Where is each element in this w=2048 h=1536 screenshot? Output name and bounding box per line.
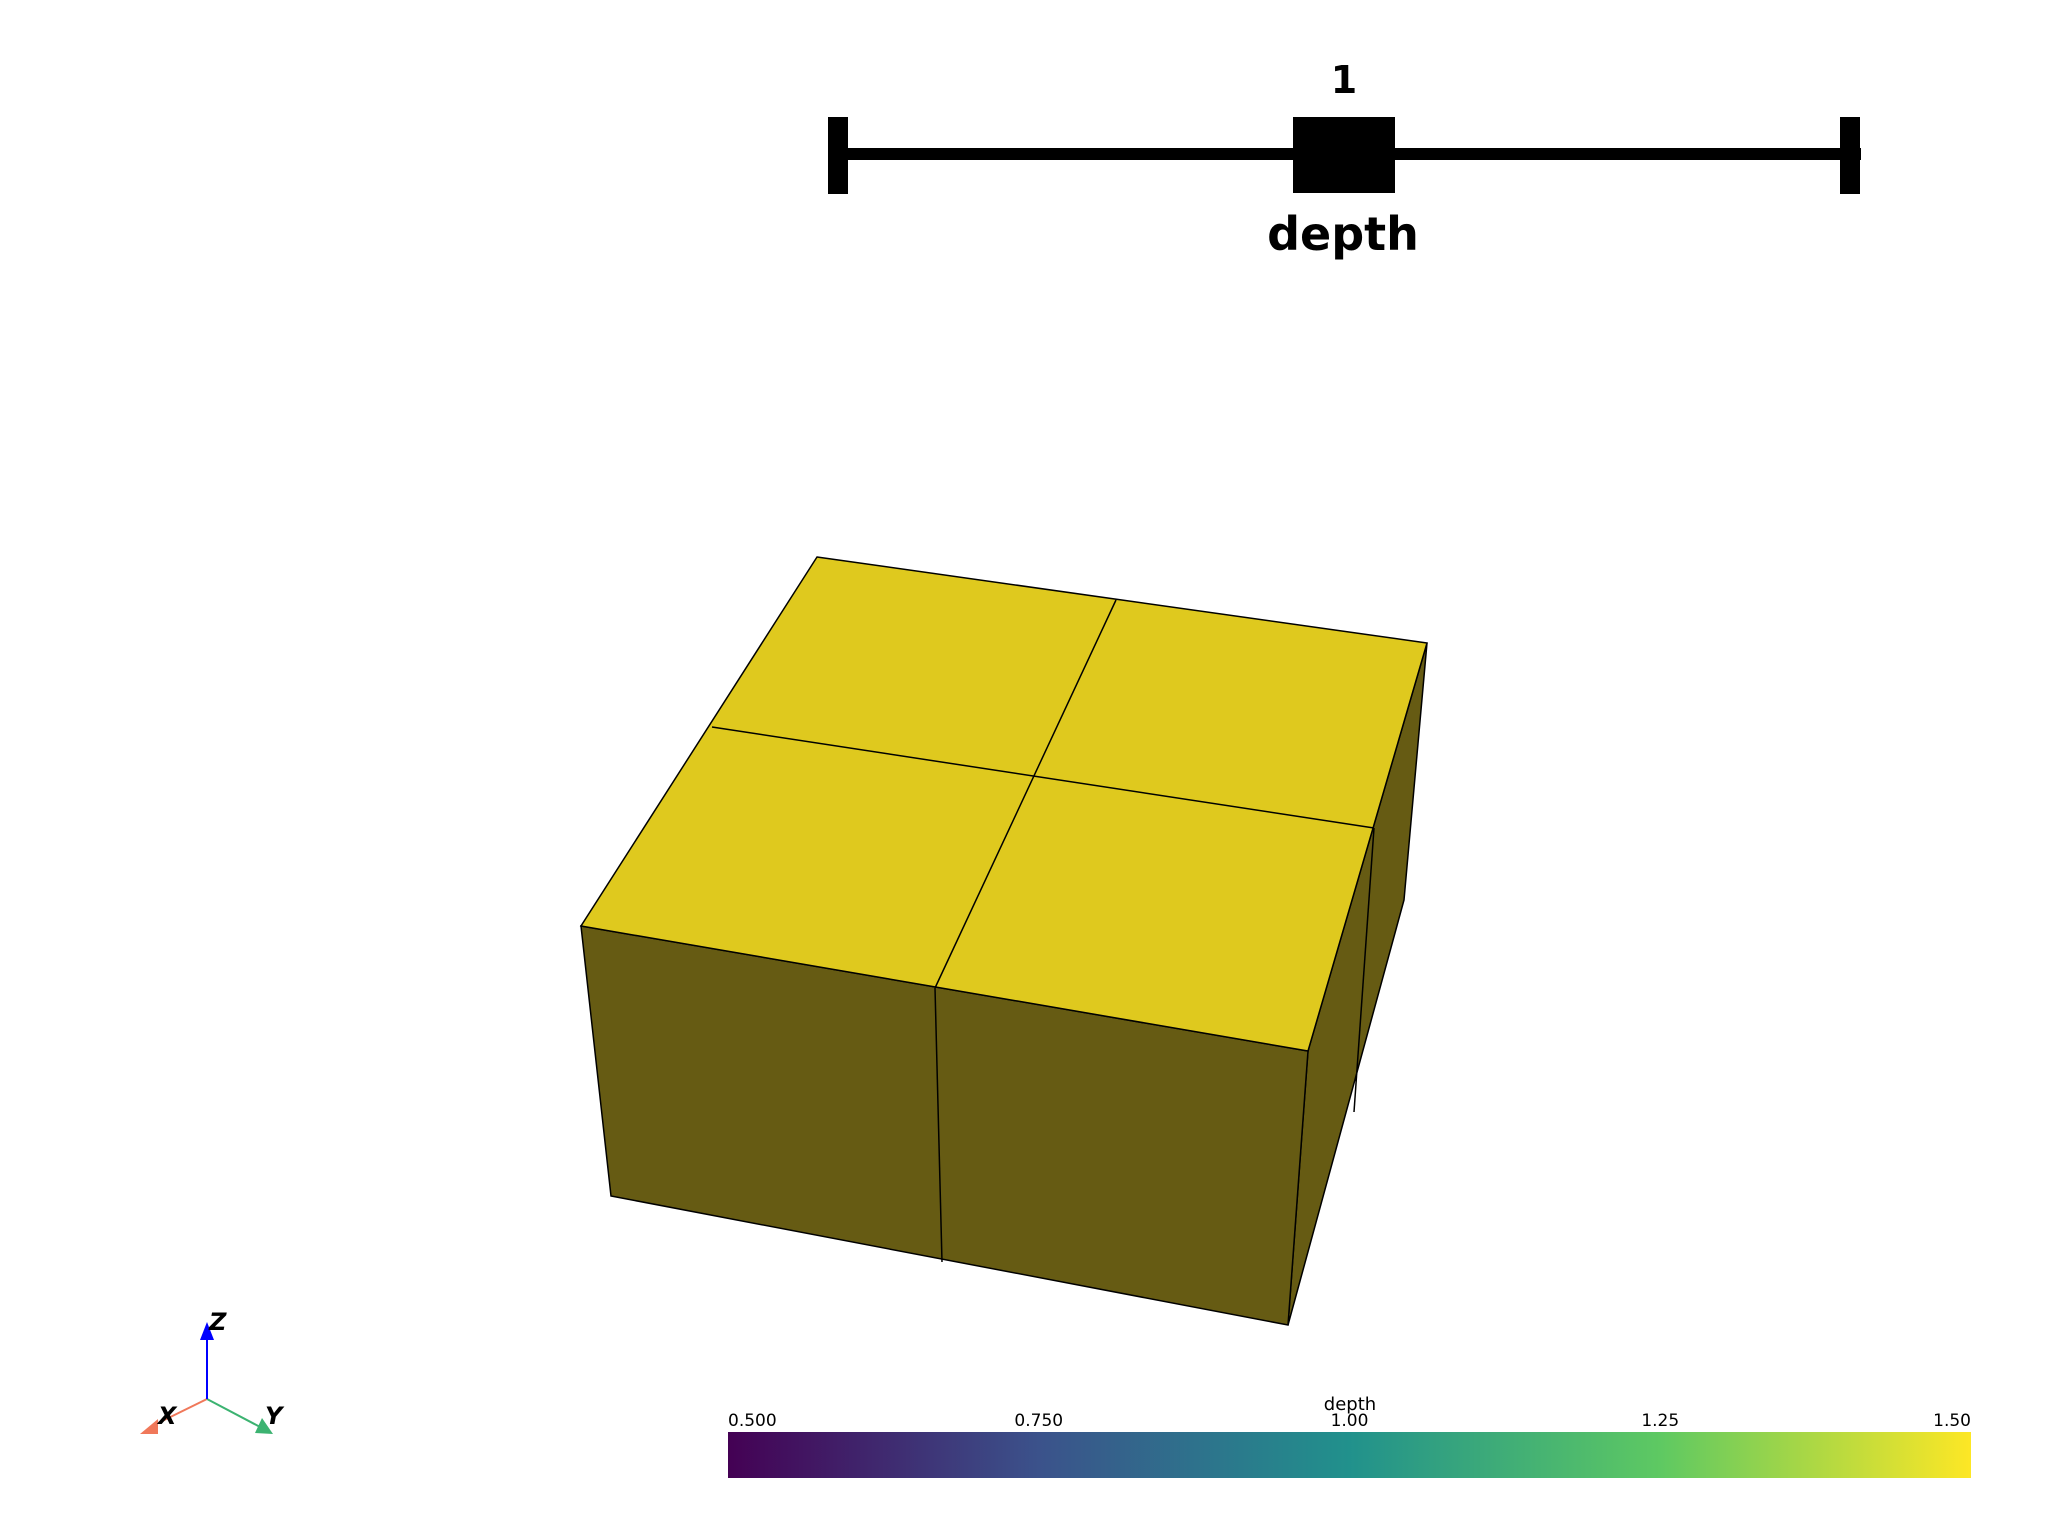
depth-slider[interactable]: 1 depth [828,58,1861,261]
scalar-bar-tick-label: 0.500 [728,1411,777,1431]
slider-value-label: 1 [1331,58,1357,102]
mesh-top-gridline [934,599,1117,989]
y-axis-label: Y [265,1402,285,1430]
scalar-bar-ticks: 0.500 0.750 1.00 1.25 1.50 [728,1411,1971,1431]
x-axis-line [149,1398,208,1428]
z-axis-label: Z [208,1308,227,1336]
scalar-bar-tick-label: 1.00 [1331,1411,1369,1431]
mesh-top-face [579,556,1428,1052]
y-axis-line [206,1398,263,1429]
mesh-top-gridline [711,726,1375,829]
mesh-front-gridline [934,987,943,1263]
scalar-bar-tick-label: 0.750 [1014,1411,1063,1431]
scalar-bar-tick-label: 1.50 [1933,1411,1971,1431]
orientation-axes[interactable]: X Y Z [140,1308,285,1434]
slider-handle[interactable] [1293,117,1395,193]
scalar-bar-title: depth [1324,1394,1376,1415]
x-axis-label: X [156,1402,178,1430]
scalar-bar-tick-label: 1.25 [1641,1411,1679,1431]
slider-title: depth [1267,207,1419,261]
x-axis-arrow [140,1419,158,1434]
y-axis-arrow [255,1418,273,1434]
scalar-bar: depth 0.500 0.750 1.00 1.25 1.50 [728,1394,1971,1478]
z-axis-arrow [200,1322,214,1340]
mesh-block[interactable] [579,556,1428,1326]
mesh-right-gridline [1353,827,1375,1113]
slider-left-cap [828,117,848,194]
slider-right-cap [1840,117,1860,194]
scalar-bar-gradient [728,1432,1971,1478]
